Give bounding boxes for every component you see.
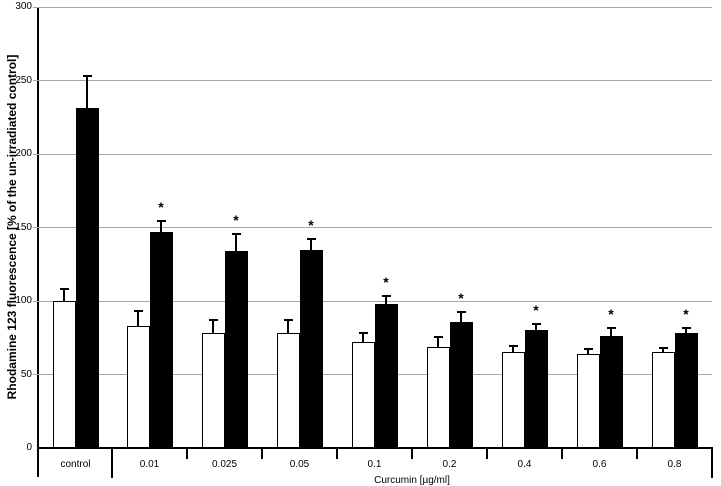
error-bar-cap [681, 327, 691, 330]
error-bar-line [160, 220, 162, 232]
error-bar-cap [433, 336, 443, 339]
error-bar-line [385, 295, 387, 304]
error-bar-line [610, 327, 612, 337]
bar-filled-series [224, 251, 248, 448]
y-tick-label: 50 [20, 368, 32, 380]
error-bar-line [287, 318, 289, 334]
x-axis-group-tick [711, 449, 713, 478]
error-bar-cap [583, 348, 593, 351]
error-bar-line [437, 336, 439, 347]
error-bar-cap [82, 74, 92, 77]
y-tick-label: 100 [15, 295, 32, 306]
x-axis-line [37, 447, 713, 449]
significance-asterisk: * [533, 302, 539, 319]
category-label: control [60, 459, 91, 470]
bar-filled-series [149, 231, 173, 448]
error-bar-line [460, 311, 462, 322]
error-bar-cap [508, 345, 518, 348]
x-axis-tick [261, 449, 263, 459]
error-bar-cap [59, 287, 69, 290]
x-axis-tick [561, 449, 563, 459]
error-bar-cap [658, 346, 668, 349]
error-bar-cap [606, 327, 616, 330]
gridline [33, 6, 712, 8]
bar-open-series [651, 352, 675, 448]
bar-open-series [276, 333, 300, 448]
y-tick-label: 150 [15, 221, 32, 233]
error-bar-line [212, 318, 214, 334]
error-bar-cap [381, 295, 391, 298]
bar-filled-series [374, 303, 398, 448]
bar-filled-series [449, 321, 473, 448]
gridline [33, 153, 712, 155]
significance-asterisk: * [233, 212, 239, 229]
error-bar-cap [306, 237, 316, 240]
y-axis-line [37, 7, 39, 477]
x-axis-title: Curcumin [µg/ml] [374, 475, 450, 486]
bar-open-series [52, 301, 76, 448]
error-bar-line [685, 327, 687, 334]
y-tick-label: 200 [15, 148, 32, 159]
error-bar-line [63, 287, 65, 301]
significance-asterisk: * [158, 199, 164, 216]
error-bar-cap [231, 233, 241, 236]
gridline [33, 227, 712, 228]
plot-area: Rhodamine 123 fluorescence [% of the un-… [5, 1, 713, 486]
significance-asterisk: * [608, 306, 614, 323]
error-bar-line [535, 323, 537, 331]
bar-open-series [351, 342, 375, 448]
error-bar-line [362, 331, 364, 343]
x-axis-tick [411, 449, 413, 459]
category-label: 0.8 [667, 459, 682, 470]
error-bar-cap [531, 323, 541, 326]
y-tick-label: 250 [15, 74, 32, 86]
category-label: 0.025 [211, 459, 238, 470]
bar-filled-series [299, 249, 323, 448]
error-bar-line [662, 346, 664, 353]
error-bar-line [587, 348, 589, 354]
error-bar-line [235, 233, 237, 251]
error-bar-cap [456, 311, 466, 314]
significance-asterisk: * [383, 274, 389, 291]
bar-filled-series [599, 336, 623, 448]
error-bar-line [86, 74, 88, 109]
bar-open-series [501, 352, 525, 448]
category-label: 0.4 [517, 459, 532, 470]
gridline [33, 80, 712, 81]
y-tick-label: 300 [15, 1, 32, 12]
bar-filled-series [75, 108, 99, 448]
bar-open-series [426, 346, 450, 448]
x-axis-tick [486, 449, 488, 459]
error-bar-cap [156, 220, 166, 223]
significance-asterisk: * [308, 216, 314, 233]
error-bar-cap [208, 318, 218, 321]
significance-asterisk: * [458, 290, 464, 307]
category-label: 0.6 [592, 459, 607, 470]
error-bar-line [512, 345, 514, 353]
bar-open-series [126, 325, 150, 448]
category-label: 0.1 [367, 459, 382, 470]
category-label: 0.01 [139, 459, 160, 470]
error-bar-line [310, 237, 312, 250]
y-tick-label: 0 [26, 442, 32, 453]
x-axis-tick [186, 449, 188, 459]
bar-open-series [576, 353, 600, 448]
significance-asterisk: * [683, 306, 689, 323]
error-bar-cap [133, 309, 143, 312]
bar-open-series [201, 333, 225, 448]
category-label: 0.05 [289, 459, 310, 470]
x-axis-group-tick [111, 449, 113, 478]
bar-filled-series [524, 330, 548, 448]
gridline [33, 300, 712, 302]
error-bar-line [137, 309, 139, 326]
category-label: 0.2 [442, 459, 457, 470]
bar-filled-series [674, 333, 698, 448]
error-bar-cap [283, 318, 293, 321]
x-axis-tick [336, 449, 338, 459]
x-axis-tick [636, 449, 638, 459]
error-bar-cap [358, 331, 368, 334]
